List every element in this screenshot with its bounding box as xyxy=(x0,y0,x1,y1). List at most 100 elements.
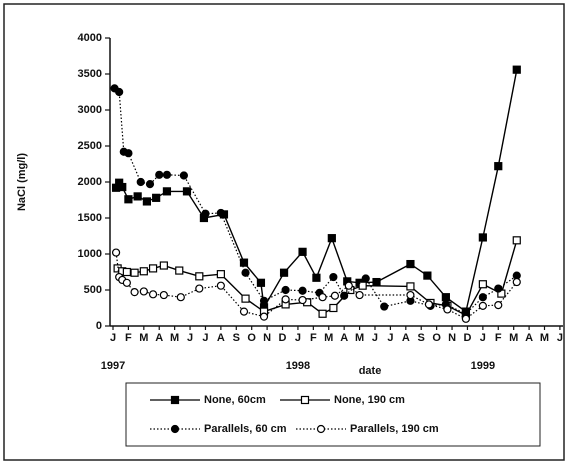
data-point xyxy=(372,277,381,287)
x-tick-label: A xyxy=(217,332,225,344)
data-point xyxy=(478,301,487,310)
data-point xyxy=(259,296,269,305)
data-point xyxy=(478,233,487,242)
x-tick-label: A xyxy=(525,332,533,344)
legend-label: Parallels, 190 cm xyxy=(350,423,439,435)
data-point xyxy=(195,284,204,293)
x-tick-label: J xyxy=(557,332,563,344)
y-tick-label: 1500 xyxy=(78,212,102,224)
legend-label: Parallels, 60 cm xyxy=(204,423,287,435)
x-axis-title: date xyxy=(359,365,382,377)
data-point xyxy=(201,209,210,218)
data-point xyxy=(159,261,168,270)
data-point xyxy=(115,87,124,97)
x-tick-label: J xyxy=(387,332,393,344)
data-point xyxy=(159,290,168,300)
data-point xyxy=(281,295,290,304)
data-point xyxy=(478,280,487,289)
x-tick-label: M xyxy=(509,332,518,344)
x-tick-label: O xyxy=(432,332,441,344)
data-point xyxy=(136,177,145,187)
legend-marker xyxy=(316,424,326,434)
y-tick-label: 4000 xyxy=(78,32,102,44)
data-point xyxy=(344,281,353,290)
year-label: 1998 xyxy=(286,360,310,372)
x-tick-label: J xyxy=(372,332,378,344)
data-point xyxy=(111,248,121,257)
data-point xyxy=(330,291,340,300)
data-point xyxy=(256,278,266,287)
data-point xyxy=(361,274,370,283)
data-point xyxy=(494,284,503,293)
data-point xyxy=(216,281,225,290)
legend-marker xyxy=(170,424,180,434)
data-point xyxy=(176,293,185,302)
data-point xyxy=(441,293,450,302)
x-tick-label: A xyxy=(402,332,410,344)
data-point xyxy=(124,195,133,204)
y-tick-label: 500 xyxy=(84,284,102,296)
y-axis-title: NaCl (mg/l) xyxy=(16,153,28,211)
data-point xyxy=(298,295,307,305)
legend-box xyxy=(125,382,541,447)
x-tick-label: J xyxy=(480,332,486,344)
data-point xyxy=(130,268,139,277)
data-point xyxy=(122,267,131,277)
data-point xyxy=(406,259,415,269)
data-point xyxy=(133,192,142,201)
data-point xyxy=(312,273,321,282)
data-point xyxy=(241,294,250,303)
data-point xyxy=(443,305,452,314)
y-tick-label: 3000 xyxy=(78,104,102,116)
data-point xyxy=(340,291,349,300)
x-tick-label: D xyxy=(463,332,471,344)
data-point xyxy=(139,267,148,276)
data-point xyxy=(239,258,249,267)
data-point xyxy=(122,278,131,287)
data-point xyxy=(512,277,521,287)
data-point xyxy=(259,312,269,321)
series-line xyxy=(115,69,518,313)
data-point xyxy=(216,208,225,218)
data-point xyxy=(329,272,338,282)
data-point xyxy=(162,187,172,196)
data-point xyxy=(148,264,158,273)
data-point xyxy=(145,180,155,189)
year-label: 1999 xyxy=(471,360,495,372)
data-point xyxy=(298,247,307,256)
x-tick-label: A xyxy=(155,332,163,344)
data-point xyxy=(358,281,367,290)
x-tick-label: N xyxy=(263,332,271,344)
x-tick-label: N xyxy=(448,332,456,344)
x-tick-label: J xyxy=(202,332,208,344)
data-point xyxy=(142,197,152,206)
data-point xyxy=(327,234,336,243)
x-tick-label: M xyxy=(139,332,148,344)
x-tick-label: O xyxy=(247,332,256,344)
y-tick-label: 2500 xyxy=(78,140,102,152)
year-label: 1997 xyxy=(101,360,125,372)
x-tick-label: M xyxy=(170,332,179,344)
data-point xyxy=(155,170,164,179)
data-point xyxy=(179,171,188,180)
data-point xyxy=(318,309,327,318)
x-tick-label: A xyxy=(340,332,348,344)
data-point xyxy=(461,314,471,323)
data-point xyxy=(423,271,432,280)
data-point xyxy=(318,293,327,302)
x-tick-label: M xyxy=(540,332,549,344)
data-point xyxy=(124,149,133,158)
data-point xyxy=(139,287,148,296)
data-point xyxy=(130,288,139,297)
legend-label: None, 190 cm xyxy=(334,394,405,406)
x-tick-label: F xyxy=(495,332,502,344)
data-point xyxy=(182,187,192,196)
data-point xyxy=(281,285,290,295)
data-point xyxy=(148,290,158,299)
data-point xyxy=(216,270,225,279)
x-tick-label: S xyxy=(418,332,425,344)
legend-label: None, 60cm xyxy=(204,394,266,406)
y-tick-label: 1000 xyxy=(78,248,102,260)
data-point xyxy=(175,266,184,275)
